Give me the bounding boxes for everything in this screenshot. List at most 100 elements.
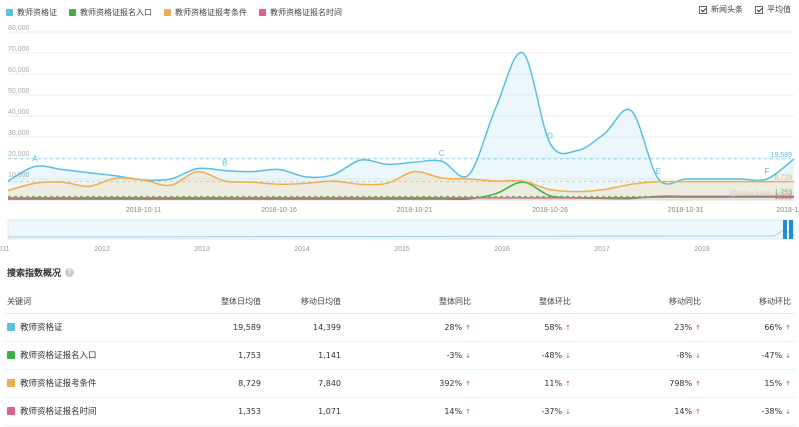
- overview-year-label: 2012: [94, 246, 110, 253]
- legend-item-series-2[interactable]: 教师资格证报名入口: [69, 7, 152, 18]
- overall-yoy-cell: 14% ↑: [345, 397, 475, 426]
- overall-yoy-cell: -3% ↓: [345, 341, 475, 370]
- news-marker: C: [439, 149, 445, 158]
- overview-year-label: 2013: [194, 246, 210, 253]
- summary-table: 关键词 整体日均值 移动日均值 整体同比 整体环比 移动同比 移动环比 教师资格…: [5, 291, 795, 426]
- trend-chart: 10,000 20,000 30,000 40,000 50,000 60,000 70,0…: [0, 25, 799, 253]
- mobile-yoy-cell-value: -8%: [676, 350, 693, 360]
- keyword-cell: 教师资格证报名入口: [5, 341, 185, 370]
- keyword-text[interactable]: 教师资格证报考条件: [20, 379, 97, 389]
- header-overall-yoy: 整体同比: [345, 291, 475, 314]
- average-label: 19,589: [771, 152, 793, 159]
- series-line-4: [7, 196, 794, 199]
- keyword-swatch: [7, 407, 15, 415]
- keyword-swatch: [7, 379, 15, 387]
- legend-label: 教师资格证报考条件: [175, 7, 247, 17]
- toggle-label: 新闻头条: [711, 5, 743, 14]
- legend-label: 教师资格证报名时间: [270, 7, 342, 17]
- arrow-up-icon: ↑: [695, 323, 701, 332]
- checkbox-icon[interactable]: [755, 5, 763, 14]
- arrow-up-icon: ↑: [565, 323, 571, 332]
- legend-swatch: [69, 8, 76, 16]
- series-area-1: [8, 52, 794, 200]
- overall-mom-cell: -48% ↓: [475, 341, 575, 370]
- keyword-swatch: [7, 351, 15, 359]
- keyword-text[interactable]: 教师资格证: [20, 323, 63, 333]
- legend-item-series-4[interactable]: 教师资格证报名时间: [259, 7, 342, 18]
- series-line-2: [8, 181, 794, 201]
- mobile-mom-cell-value: -47%: [761, 350, 783, 360]
- overview-handle-right: [789, 220, 793, 239]
- x-tick-label: 2018-10-11: [126, 207, 161, 214]
- series-line-1: [7, 51, 795, 185]
- overall-mom-cell: -37% ↓: [475, 397, 575, 426]
- mobile-mom-cell-value: -38%: [761, 406, 783, 416]
- arrow-up-icon: ↑: [695, 407, 701, 416]
- arrow-up-icon: ↑: [785, 379, 791, 388]
- arrow-up-icon: ↑: [565, 379, 571, 388]
- overall-avg-cell: 1,753: [185, 341, 265, 370]
- overall-mom-cell-value: -48%: [541, 350, 563, 360]
- keyword-cell: 教师资格证报考条件: [5, 369, 185, 398]
- legend-item-series-1[interactable]: 教师资格证: [6, 7, 57, 18]
- mobile-yoy-cell: 23% ↑: [575, 313, 705, 342]
- arrow-up-icon: ↑: [785, 323, 791, 332]
- keyword-text[interactable]: 教师资格证报名入口: [20, 351, 97, 361]
- overall-yoy-cell: 392% ↑: [345, 369, 475, 398]
- legend-label: 教师资格证: [17, 7, 57, 17]
- x-tick-label: 2018-10-21: [397, 207, 433, 214]
- news-marker: A: [32, 154, 38, 163]
- y-tick-label: 50,000: [8, 88, 30, 95]
- y-tick-label: 40,000: [8, 109, 30, 116]
- legend-swatch: [164, 8, 171, 16]
- summary-title-text: 搜索指数概况: [7, 269, 62, 279]
- overall-yoy-cell-value: -3%: [446, 350, 463, 360]
- overview-year-label: 2016: [494, 246, 510, 253]
- overall-mom-cell-value: 11%: [544, 378, 563, 388]
- keyword-cell: 教师资格证报名时间: [5, 397, 185, 426]
- overview-year-label: 2011: [0, 246, 10, 253]
- mobile-yoy-cell-value: 798%: [669, 378, 693, 388]
- overall-mom-cell-value: -37%: [541, 406, 563, 416]
- mobile-mom-cell: -38% ↓: [705, 397, 795, 426]
- legend-item-series-3[interactable]: 教师资格证报考条件: [164, 7, 247, 18]
- toggle-average[interactable]: 平均值: [755, 4, 791, 15]
- overall-yoy-cell-value: 28%: [444, 322, 463, 332]
- toggle-news-headlines[interactable]: 新闻头条: [699, 4, 743, 15]
- summary-section-title: 搜索指数概况 ?: [7, 266, 75, 279]
- y-tick-label: 60,000: [8, 67, 30, 74]
- overall-avg-cell: 1,353: [185, 397, 265, 426]
- mobile-mom-cell: -47% ↓: [705, 341, 795, 370]
- keyword-text[interactable]: 教师资格证报名时间: [20, 407, 97, 417]
- keyword-cell: 教师资格证: [5, 313, 185, 342]
- mobile-yoy-cell: 14% ↑: [575, 397, 705, 426]
- table-row: 教师资格证报考条件 8,729 7,840 392% ↑ 11% ↑ 798% ↑ 15% ↑: [5, 369, 795, 398]
- chart-legend: 教师资格证 教师资格证报名入口 教师资格证报考条件 教师资格证报名时间: [6, 3, 354, 21]
- overall-mom-cell-value: 58%: [544, 322, 563, 332]
- summary-header-row: 关键词 整体日均值 移动日均值 整体同比 整体环比 移动同比 移动环比: [5, 291, 795, 314]
- overview-year-label: 2014: [294, 246, 310, 253]
- watermark-text: @index.baidu.com: [730, 190, 788, 197]
- help-circle-icon[interactable]: ?: [65, 268, 75, 277]
- mobile-avg-cell: 1,071: [265, 397, 345, 426]
- overview-strip: [7, 219, 795, 240]
- overview-year-label: 2018: [694, 246, 710, 253]
- y-tick-label: 30,000: [8, 130, 30, 137]
- arrow-down-icon: ↓: [785, 407, 791, 416]
- mobile-mom-cell: 66% ↑: [705, 313, 795, 342]
- news-marker: B: [222, 159, 227, 168]
- arrow-down-icon: ↓: [565, 351, 571, 360]
- header-overall-avg: 整体日均值: [185, 291, 265, 314]
- arrow-up-icon: ↑: [465, 407, 471, 416]
- arrow-up-icon: ↑: [695, 379, 701, 388]
- checkbox-icon[interactable]: [699, 5, 707, 14]
- mobile-mom-cell-value: 15%: [764, 378, 783, 388]
- overview-handle-left: [783, 220, 787, 239]
- series-area-3: [8, 171, 794, 200]
- overall-avg-cell: 19,589: [185, 313, 265, 342]
- toggle-label: 平均值: [767, 5, 791, 14]
- legend-swatch: [6, 8, 13, 16]
- overall-mom-cell: 11% ↑: [475, 369, 575, 398]
- overall-yoy-cell: 28% ↑: [345, 313, 475, 342]
- overall-avg-cell: 8,729: [185, 369, 265, 398]
